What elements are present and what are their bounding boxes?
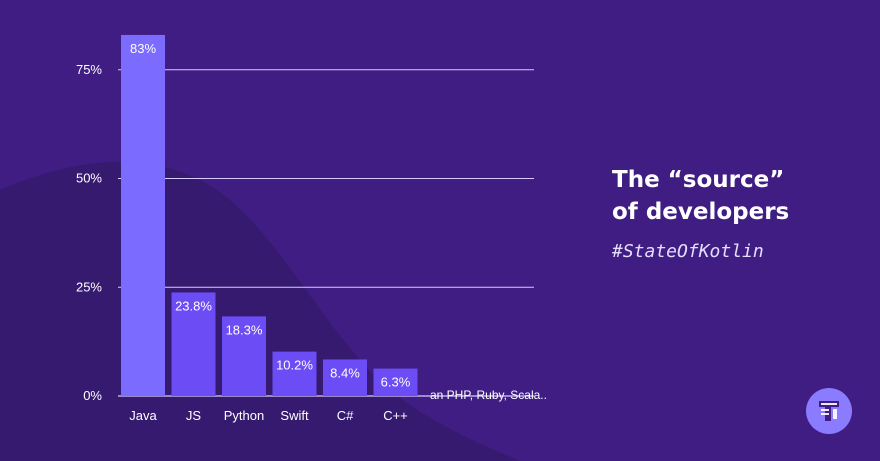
y-tick-label: 50% bbox=[76, 171, 102, 186]
bar-value-label: 6.3% bbox=[381, 375, 411, 390]
bar-python bbox=[222, 316, 266, 396]
x-tick-label: C# bbox=[337, 408, 354, 423]
y-tick-label: 25% bbox=[76, 279, 102, 294]
headline-line-2: of developers bbox=[612, 199, 790, 225]
bar-js bbox=[171, 292, 216, 396]
hashtag: #StateOfKotlin bbox=[612, 241, 764, 262]
x-tick-label: JS bbox=[186, 408, 202, 423]
other-languages-annotation: an PHP, Ruby, Scala.. bbox=[430, 388, 547, 402]
bar-value-label: 18.3% bbox=[226, 322, 263, 337]
x-tick-label: Swift bbox=[280, 408, 309, 423]
bar-value-label: 8.4% bbox=[330, 365, 360, 380]
headline: The “source” of developers bbox=[612, 164, 789, 228]
bar-value-label: 10.2% bbox=[276, 358, 313, 373]
x-tick-label: Java bbox=[129, 408, 157, 423]
x-tick-label: Python bbox=[224, 408, 264, 423]
y-tick-label: 75% bbox=[76, 62, 102, 77]
bar-value-labels: 83% 23.8% 18.3% 10.2% 8.4% 6.3% bbox=[130, 41, 411, 390]
x-tick-label: C++ bbox=[383, 408, 408, 423]
bar-swift bbox=[272, 351, 317, 396]
bar-value-label: 23.8% bbox=[175, 298, 212, 313]
bar-java bbox=[121, 34, 165, 396]
bar-c- bbox=[323, 359, 367, 396]
bars bbox=[121, 34, 418, 396]
y-tick-label: 0% bbox=[83, 388, 102, 403]
x-axis-labels: Java JS Python Swift C# C++ bbox=[129, 408, 408, 423]
bar-value-label: 83% bbox=[130, 41, 156, 56]
brand-logo-icon bbox=[806, 388, 852, 434]
headline-line-1: The “source” bbox=[612, 167, 785, 193]
bar-c- bbox=[373, 368, 418, 396]
y-axis-ticks: 0% 25% 50% 75% bbox=[76, 62, 102, 403]
